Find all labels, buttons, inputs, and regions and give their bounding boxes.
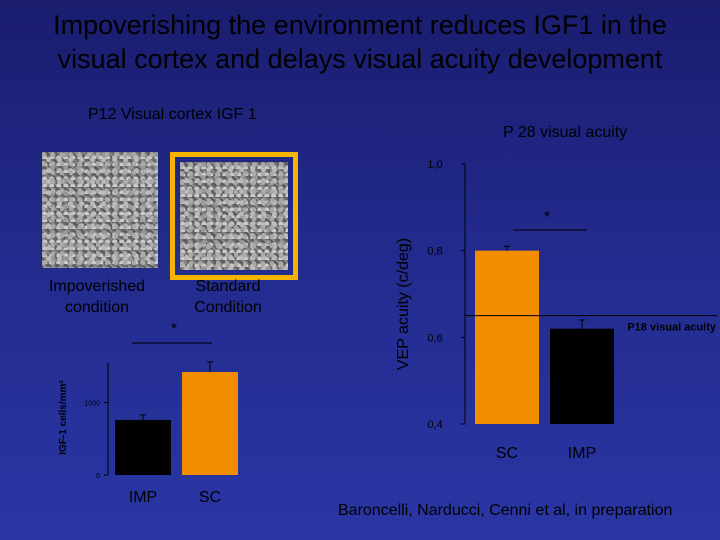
micrograph-standard (180, 162, 288, 270)
impoverished-label-line1: Impoverished (48, 278, 146, 295)
vep-acuity-bar-chart: 0,4 0,6 0,8 1,0 VEP acuity (c/deg) SC IMP P18 v… (395, 159, 717, 462)
reference-line-label: P18 visual acuity (627, 322, 717, 334)
significance-mark: * (171, 321, 177, 338)
y-tick-label: 0,8 (427, 246, 442, 258)
title-line-2: visual cortex and delays visual acuity d… (57, 44, 663, 74)
x-tick-label: SC (496, 445, 518, 462)
credit-text: Baroncelli, Narducci, Cenni et al, in pr… (338, 502, 673, 519)
standard-label-line1: Standard (195, 278, 261, 295)
title-line-1: Impoverishing the environment reduces IG… (53, 10, 667, 40)
y-tick-label: 1000 (84, 401, 100, 408)
bar-sc (475, 250, 539, 424)
micrograph-impoverished (42, 152, 158, 268)
bar-imp (115, 419, 171, 475)
x-tick-label: SC (199, 489, 221, 506)
bar-imp (550, 328, 614, 424)
y-axis-label: VEP acuity (c/deg) (395, 238, 412, 370)
y-tick-label: 0,4 (427, 419, 442, 431)
x-tick-label: IMP (129, 489, 157, 506)
x-tick-label: IMP (568, 445, 596, 462)
y-tick-label: 0,6 (427, 332, 442, 344)
right-panel-heading: P 28 visual acuity (503, 124, 628, 141)
y-tick-label: 0 (96, 473, 100, 480)
significance-mark: * (544, 209, 550, 226)
bar-sc (182, 372, 238, 475)
igf1-bar-chart: 0 1000 IGF-1 cells/mm² IMP SC * (58, 321, 238, 506)
standard-condition-label: Standard Condition (178, 276, 278, 318)
slide-title: Impoverishing the environment reduces IG… (0, 8, 720, 76)
left-panel-heading: P12 Visual cortex IGF 1 (88, 106, 257, 123)
y-tick-label: 1,0 (427, 159, 442, 171)
y-axis-label: IGF-1 cells/mm² (58, 380, 69, 455)
micrograph-standard-frame (170, 152, 298, 280)
impoverished-condition-label: Impoverished condition (38, 276, 156, 318)
impoverished-label-line2: condition (64, 299, 130, 316)
standard-label-line2: Condition (194, 299, 262, 316)
